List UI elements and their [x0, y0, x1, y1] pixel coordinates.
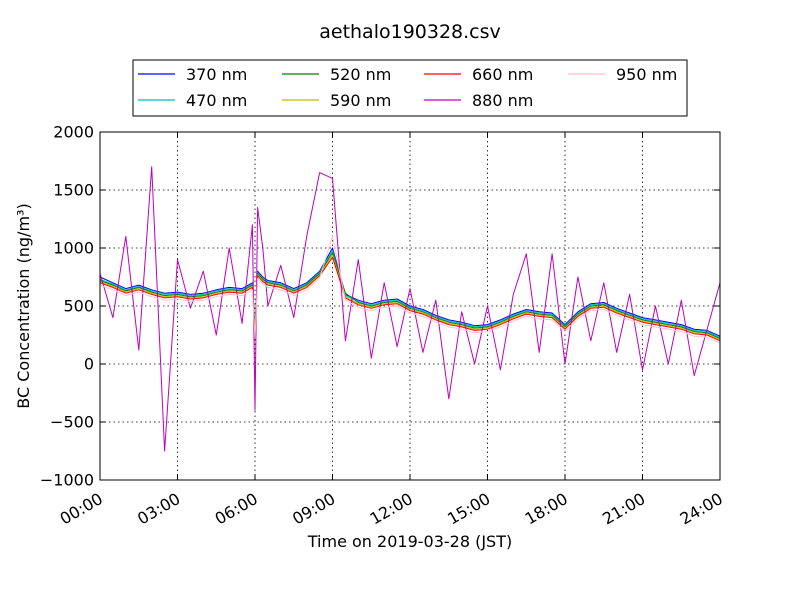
y-ticks	[100, 131, 720, 481]
plot-area	[99, 131, 721, 481]
series-lines	[99, 166, 721, 452]
series-line-660-nm	[99, 256, 721, 342]
series-line-470-nm	[99, 249, 721, 338]
legend-label: 370 nm	[186, 65, 247, 84]
series-line-520-nm	[99, 252, 721, 339]
x-tick-labels: 00:00 03:00 06:00 09:00 12:00 15:00 18:00 21:00…	[57, 489, 726, 529]
x-tick-label: 09:00	[289, 489, 338, 529]
y-tick-labels: −1000 −500 0 500 1000 1500 2000	[40, 123, 94, 490]
y-tick-label: 2000	[53, 123, 94, 142]
legend-box	[132, 59, 688, 117]
x-tick-label: 18:00	[522, 489, 571, 529]
legend-label: 880 nm	[472, 91, 533, 110]
y-tick-label: 0	[84, 355, 94, 374]
legend-label: 590 nm	[330, 91, 391, 110]
x-ticks	[99, 132, 721, 480]
x-tick-label: 03:00	[134, 489, 183, 529]
legend-label: 950 nm	[616, 65, 677, 84]
legend: 370 nm 470 nm 520 nm 590 nm 660 nm 880 nm 950 …	[132, 59, 688, 117]
chart-title: aethalo190328.csv	[319, 21, 501, 43]
y-tick-label: 1000	[53, 239, 94, 258]
legend-items: 370 nm 470 nm 520 nm 590 nm 660 nm 880 nm 950 …	[138, 65, 677, 110]
x-axis-label: Time on 2019-03-28 (JST)	[307, 532, 512, 551]
y-tick-label: −500	[50, 413, 94, 432]
legend-label: 470 nm	[186, 91, 247, 110]
series-line-370-nm	[99, 247, 721, 337]
x-tick-label: 00:00	[57, 489, 106, 529]
x-tick-label: 15:00	[444, 489, 493, 529]
x-tick-label: 12:00	[367, 489, 416, 529]
y-axis-label: BC Concentration (ng/m³)	[14, 203, 33, 408]
series-line-590-nm	[99, 254, 721, 341]
y-tick-label: −1000	[40, 471, 94, 490]
series-line-950-nm	[99, 235, 721, 344]
legend-label: 520 nm	[330, 65, 391, 84]
y-tick-label: 1500	[53, 181, 94, 200]
x-tick-label: 24:00	[677, 489, 726, 529]
legend-label: 660 nm	[472, 65, 533, 84]
x-tick-label: 21:00	[599, 489, 648, 529]
x-tick-label: 06:00	[212, 489, 261, 529]
y-tick-label: 500	[63, 297, 94, 316]
series-line-880-nm	[99, 166, 721, 452]
